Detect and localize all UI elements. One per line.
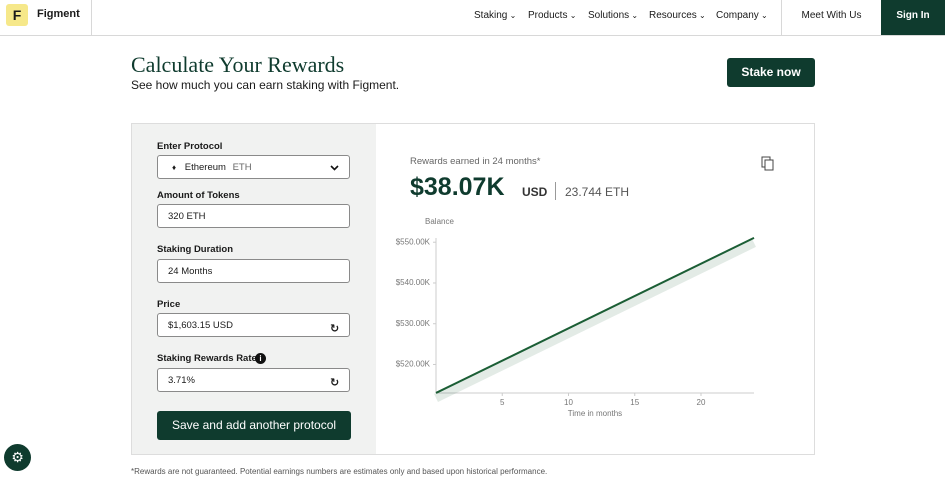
menu-item[interactable]: Products xyxy=(528,10,576,21)
rewards-caption: Rewards earned in 24 months* xyxy=(410,156,541,167)
refresh-icon[interactable]: ↻ xyxy=(330,377,340,389)
save-button[interactable]: Save and add another protocol xyxy=(157,411,351,440)
x-tick-label: 20 xyxy=(697,398,706,407)
x-axis-title: Time in months xyxy=(568,409,622,418)
calculator-card: Enter Protocol ♦ Ethereum ETH Amount of … xyxy=(131,123,815,455)
sign-in[interactable]: Sign In xyxy=(881,0,945,35)
eth-amount: 23.744 ETH xyxy=(565,185,630,199)
divider xyxy=(91,0,92,35)
x-tick-label: 5 xyxy=(500,398,505,407)
chart: Balance Time in months $520.00K $530.00K $… xyxy=(396,217,756,418)
input[interactable]: 3.71% xyxy=(157,368,350,392)
input[interactable]: 24 Months xyxy=(157,259,350,283)
menu-item[interactable]: Company xyxy=(716,10,768,21)
input[interactable]: 320 ETH xyxy=(157,204,350,228)
menu-item[interactable]: Staking xyxy=(474,10,516,21)
meet-link[interactable]: Meet With Us xyxy=(801,10,862,21)
footnote: *Rewards are not guaranteed. Potential e… xyxy=(131,467,548,476)
nav-bar: F Figment Staking Products Solutions Res… xyxy=(0,0,945,36)
protocol-select[interactable]: ♦ Ethereum ETH xyxy=(157,155,350,179)
stake-button[interactable]: Stake now xyxy=(727,58,815,87)
menu-item[interactable]: Resources xyxy=(649,10,706,21)
field-label: Price xyxy=(157,299,181,310)
x-tick-label: 10 xyxy=(564,398,573,407)
chevron xyxy=(330,165,339,171)
y-tick-label: $530.00K xyxy=(396,319,431,328)
currency: USD xyxy=(522,185,548,199)
cookie-button[interactable]: ⚙ xyxy=(4,444,31,471)
field-label: Staking Duration xyxy=(157,244,234,255)
info-icon[interactable]: i xyxy=(255,353,266,364)
y-tick-label: $540.00K xyxy=(396,278,431,287)
field-label: Amount of Tokens xyxy=(157,190,240,201)
y-tick-label: $550.00K xyxy=(396,237,431,246)
field-label: Enter Protocol xyxy=(157,141,223,152)
field-value: Ethereum xyxy=(184,162,226,173)
y-tick-label: $520.00K xyxy=(396,360,431,369)
divider xyxy=(781,0,782,35)
line-shadow xyxy=(434,238,756,403)
form-panel: Enter Protocol ♦ Ethereum ETH Amount of … xyxy=(132,124,376,454)
input[interactable]: $1,603.15 USD xyxy=(157,313,350,337)
copy-icon[interactable] xyxy=(761,156,775,171)
field-unit: ETH xyxy=(232,162,252,173)
line xyxy=(435,236,755,394)
y-axis-title: Balance xyxy=(425,217,454,226)
eth-icon: ♦ xyxy=(172,163,177,172)
rewards-amount: $38.07K xyxy=(410,173,505,201)
subtitle: See how much you can earn staking with F… xyxy=(131,78,400,92)
page-title: Calculate Your Rewards xyxy=(131,52,345,77)
refresh-icon[interactable]: ↻ xyxy=(330,323,340,335)
field-label: Staking Rewards Rate xyxy=(157,353,257,364)
menu-item[interactable]: Solutions xyxy=(588,10,638,21)
brand[interactable]: Figment xyxy=(37,8,80,20)
x-tick-label: 15 xyxy=(630,398,639,407)
divider xyxy=(555,182,556,200)
logo[interactable]: F xyxy=(6,4,28,26)
